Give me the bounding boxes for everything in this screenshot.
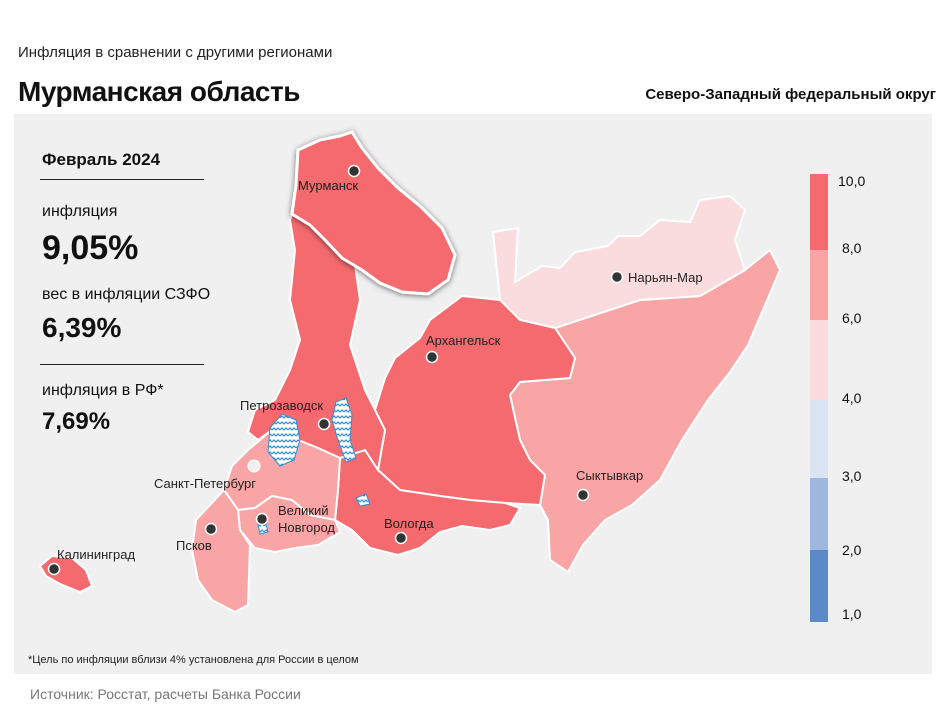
city-vologda: Вологда — [384, 516, 434, 545]
scale-tick-10: 10,0 — [838, 173, 865, 189]
scale-tick-4: 4,0 — [842, 390, 862, 406]
city-label-petrozavodsk: Петрозаводск — [240, 398, 323, 413]
city-label-vologda: Вологда — [384, 516, 434, 531]
footnote: *Цель по инфляции вблизи 4% установлена … — [28, 654, 359, 666]
city-pskov: Псков — [176, 522, 218, 553]
region-murmansk — [290, 130, 457, 296]
lake-ilmen — [257, 523, 269, 535]
federal-district-label: Северо-Западный федеральный округ — [645, 86, 936, 103]
scale-tick-6: 6,0 — [842, 310, 862, 326]
city-label-spb: Санкт-Петербург — [154, 476, 256, 491]
region-novgorod — [236, 494, 342, 554]
city-label-pskov: Псков — [176, 538, 212, 553]
scale-tick-2: 2,0 — [842, 542, 862, 558]
city-label-naryan-mar: Нарьян-Мар — [628, 270, 703, 285]
scale-band-6-8 — [810, 250, 828, 320]
scale-tick-1: 1,0 — [842, 606, 862, 622]
city-arkhangelsk: Архангельск — [425, 333, 501, 364]
city-label-arkhangelsk: Архангельск — [426, 333, 501, 348]
scale-band-1-2 — [810, 550, 828, 622]
divider-bottom — [40, 364, 204, 365]
color-scale: 10,0 8,0 6,0 4,0 3,0 2,0 1,0 — [810, 173, 865, 622]
spb-marker-ring — [247, 459, 261, 473]
city-murmansk: Мурманск — [298, 164, 361, 193]
scale-band-2-3 — [810, 478, 828, 550]
period-label: Февраль 2024 — [42, 150, 161, 169]
rf-inflation-label: инфляция в РФ* — [42, 382, 164, 399]
scale-tick-3: 3,0 — [842, 468, 862, 484]
city-syktyvkar: Сыктывкар — [576, 468, 643, 502]
city-veliky-novgorod: Великий Новгород — [255, 503, 335, 535]
city-label-syktyvkar: Сыктывкар — [576, 468, 643, 483]
city-label-novgorod-1: Великий — [278, 503, 329, 518]
scale-tick-8: 8,0 — [842, 240, 862, 256]
lake-onega — [331, 397, 357, 463]
city-kaliningrad: Калининград — [47, 547, 135, 576]
city-label-novgorod-2: Новгород — [278, 520, 335, 535]
city-spb: Санкт-Петербург — [154, 476, 256, 491]
region-pskov — [190, 488, 252, 614]
region-vologda — [333, 448, 522, 557]
city-petrozavodsk: Петрозаводск — [240, 398, 331, 431]
city-label-murmansk: Мурманск — [298, 178, 358, 193]
page-subtitle: Инфляция в сравнении с другими регионами — [18, 44, 333, 61]
lake-beloe — [355, 493, 371, 507]
inflation-value: 9,05% — [42, 229, 139, 267]
lake-ladoga — [267, 413, 301, 467]
inflation-label: инфляция — [42, 203, 118, 220]
divider-top — [40, 179, 204, 180]
city-naryan-mar: Нарьян-Мар — [610, 270, 703, 285]
region-nenets — [491, 194, 747, 330]
city-label-kaliningrad: Калининград — [57, 547, 135, 562]
scale-band-4-6 — [810, 320, 828, 400]
page-title: Мурманская область — [18, 76, 300, 107]
source-note: Источник: Росстат, расчеты Банка России — [30, 686, 301, 702]
scale-band-3-4 — [810, 400, 828, 478]
rf-inflation-value: 7,69% — [42, 408, 111, 435]
scale-band-8-10 — [810, 174, 828, 250]
weight-label: вес в инфляции СЗФО — [42, 286, 211, 303]
weight-value: 6,39% — [42, 312, 122, 343]
